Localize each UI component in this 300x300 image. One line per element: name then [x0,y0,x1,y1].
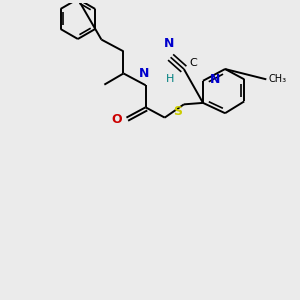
Text: H: H [166,74,175,84]
Text: O: O [111,112,122,126]
Text: S: S [173,105,182,118]
Text: CH₃: CH₃ [269,74,287,84]
Text: N: N [164,37,174,50]
Text: N: N [210,73,221,86]
Text: N: N [139,67,149,80]
Text: C: C [189,58,197,68]
